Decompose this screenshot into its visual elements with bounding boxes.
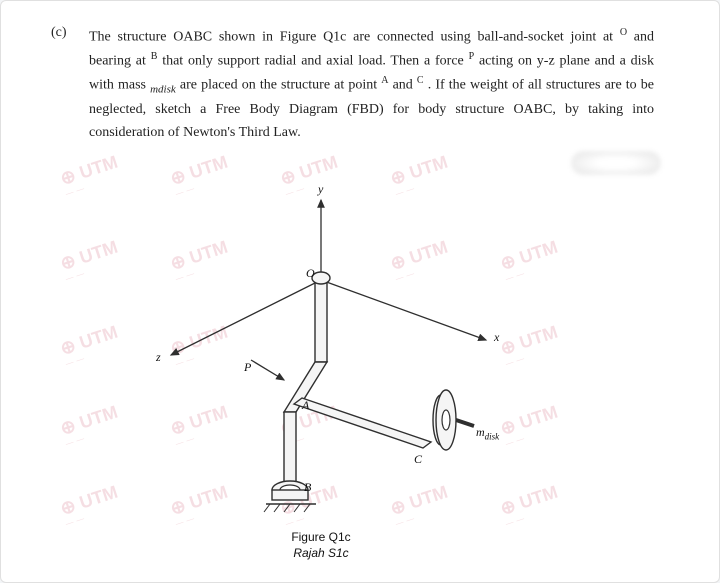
document-page: (c) The structure OABC shown in Figure Q…: [31, 1, 674, 582]
point-A: A: [302, 398, 309, 413]
sym-A: A: [381, 75, 388, 86]
mdisk-sub: disk: [485, 432, 500, 442]
force-P: P: [244, 360, 251, 375]
sym-O: O: [620, 27, 627, 38]
axis-y-label: y: [318, 182, 323, 197]
point-C: C: [414, 452, 422, 467]
axis-x-label: x: [494, 330, 499, 345]
point-O: O: [306, 266, 315, 281]
question-c: (c) The structure OABC shown in Figure Q…: [51, 25, 654, 144]
t2: that only support radial and axial load.…: [162, 53, 468, 68]
diagram-svg: [106, 180, 536, 560]
figure-q1c-diagram: y x z O A B C P mdisk Figure Q1c Rajah S…: [106, 180, 536, 560]
sym-mdisk: mdisk: [150, 83, 176, 95]
figure-caption-2: Rajah S1c: [106, 546, 536, 560]
screenshot-frame: (c) The structure OABC shown in Figure Q…: [0, 0, 720, 583]
sym-C: C: [417, 75, 424, 86]
sym-P: P: [469, 51, 475, 62]
question-text: The structure OABC shown in Figure Q1c a…: [89, 25, 654, 144]
mdisk-label: mdisk: [476, 425, 499, 441]
point-B: B: [304, 480, 311, 495]
figure-caption-1: Figure Q1c: [106, 530, 536, 544]
disk-C: [433, 390, 474, 450]
t5: and: [393, 77, 417, 92]
sym-B: B: [151, 51, 158, 62]
question-label: (c): [51, 25, 75, 41]
axis-z-label: z: [156, 350, 161, 365]
figure-zone: ⊕ UTM— — ⊕ UTM— — ⊕ UTM— — ⊕ UTM— — ⊕ UT…: [51, 150, 654, 580]
t0: The structure OABC shown in Figure Q1c a…: [89, 30, 620, 45]
redaction-overlay: [571, 151, 661, 175]
mdisk-m: m: [476, 425, 485, 439]
t4: are placed on the structure at point: [180, 77, 381, 92]
